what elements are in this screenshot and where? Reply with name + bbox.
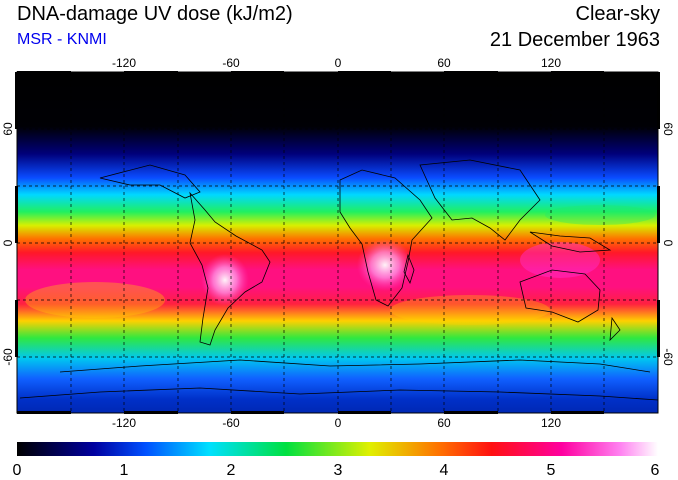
- lat-label-right-1: 60: [661, 122, 675, 136]
- lon-label-bottom-3: 0: [335, 416, 342, 430]
- colorbar-label-5: 5: [547, 462, 556, 479]
- source-subtitle: MSR - KNMI: [17, 31, 107, 48]
- lon-label-top-3: 0: [335, 56, 342, 70]
- colorbar: [17, 442, 658, 456]
- lon-label-top-5: 120: [541, 56, 561, 70]
- colorbar-label-1: 1: [120, 462, 129, 479]
- lon-label-bottom-2: -60: [222, 416, 240, 430]
- lat-label-left-3: -60: [1, 348, 15, 366]
- lat-label-left-1: 60: [1, 122, 15, 136]
- map-title: DNA-damage UV dose (kJ/m2): [17, 3, 293, 25]
- sky-condition: Clear-sky: [575, 3, 660, 25]
- colorbar-label-3: 3: [334, 462, 343, 479]
- lon-label-bottom-4: 60: [437, 416, 451, 430]
- lon-label-top-1: -120: [112, 56, 136, 70]
- lat-label-right-3: -60: [661, 348, 675, 366]
- lon-label-top-4: 60: [437, 56, 451, 70]
- coastlines: [19, 159, 658, 401]
- lat-label-left-2: 0: [1, 239, 15, 246]
- colorbar-label-4: 4: [440, 462, 449, 479]
- lon-label-bottom-1: -120: [112, 416, 136, 430]
- colorbar-label-0: 0: [13, 462, 22, 479]
- lat-label-right-2: 0: [661, 240, 675, 247]
- colorbar-label-6: 6: [651, 462, 660, 479]
- lon-label-top-2: -60: [222, 56, 240, 70]
- colorbar-label-2: 2: [227, 462, 236, 479]
- frame-ticks: [15, 71, 660, 414]
- graticule: [17, 72, 658, 413]
- map-date: 21 December 1963: [489, 29, 660, 51]
- lon-label-bottom-5: 120: [541, 416, 561, 430]
